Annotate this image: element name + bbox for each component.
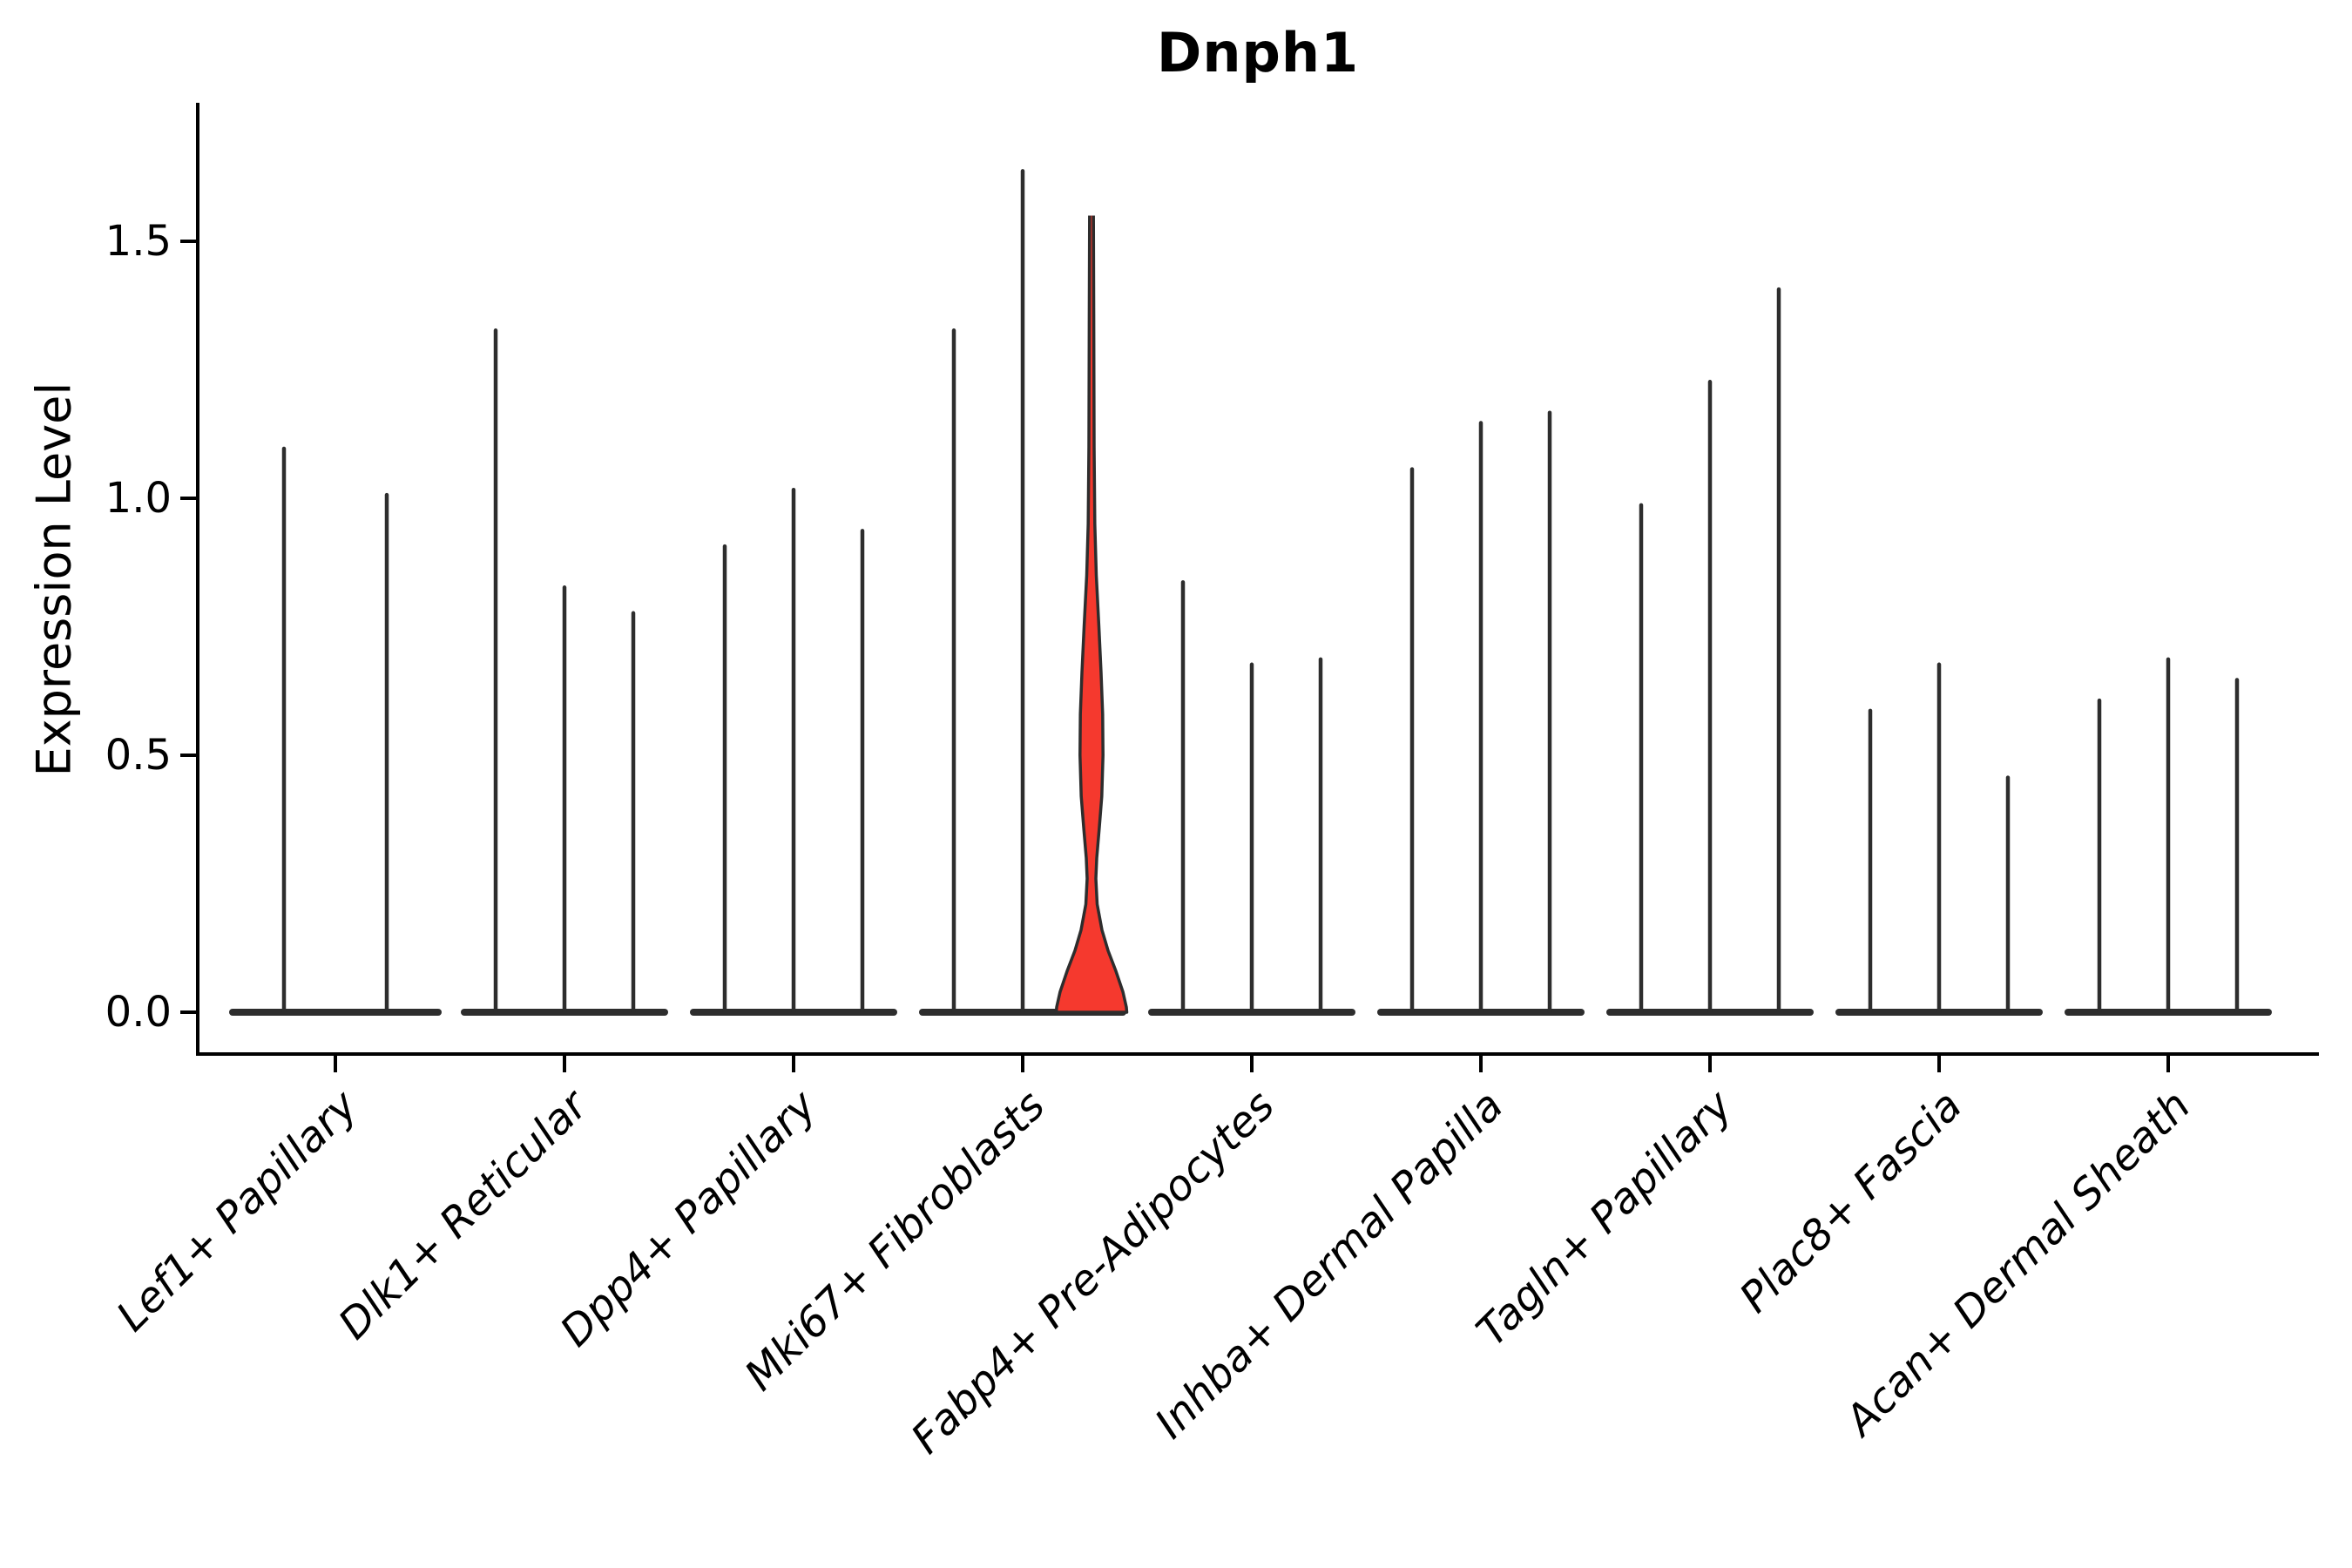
x-tick-label: Dlk1+ Reticular bbox=[328, 1081, 597, 1349]
y-tick-mark bbox=[180, 754, 197, 757]
y-tick-mark bbox=[180, 1010, 197, 1014]
y-tick-label: 0.0 bbox=[105, 988, 172, 1037]
x-tick-mark bbox=[334, 1056, 337, 1072]
y-tick-mark bbox=[180, 497, 197, 500]
x-tick-mark bbox=[1479, 1056, 1483, 1072]
violin-base bbox=[229, 1009, 442, 1016]
x-tick-label: Dpp4+ Papillary bbox=[551, 1081, 826, 1356]
x-tick-label: Lef1+ Papillary bbox=[107, 1081, 368, 1342]
x-axis-spine bbox=[196, 1052, 2319, 1056]
x-tick-mark bbox=[792, 1056, 795, 1072]
y-tick-label: 1.5 bbox=[105, 217, 172, 266]
violins-layer bbox=[229, 169, 2272, 1016]
y-tick-label: 0.5 bbox=[105, 731, 172, 780]
y-tick-label: 1.0 bbox=[105, 474, 172, 523]
chart-title: Dnph1 bbox=[1156, 21, 1360, 84]
x-tick-label: Tagln+ Papillary bbox=[1467, 1081, 1742, 1356]
x-tick-mark bbox=[1021, 1056, 1024, 1072]
x-tick-mark bbox=[1708, 1056, 1712, 1072]
y-tick-mark bbox=[180, 240, 197, 243]
x-tick-mark bbox=[1937, 1056, 1941, 1072]
y-axis-spine bbox=[196, 103, 199, 1056]
x-tick-mark bbox=[2166, 1056, 2170, 1072]
x-tick-mark bbox=[1250, 1056, 1254, 1072]
x-tick-mark bbox=[563, 1056, 566, 1072]
y-axis-label: Expression Level bbox=[26, 382, 82, 777]
highlighted-violin bbox=[1054, 215, 1129, 1014]
x-tick-label: Plac8+ Fascia bbox=[1730, 1081, 1971, 1322]
